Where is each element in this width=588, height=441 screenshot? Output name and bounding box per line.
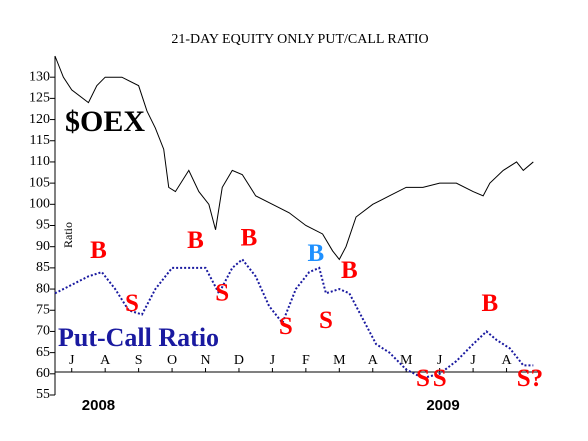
signal-label: B: [308, 240, 325, 267]
y-tick-label: 65: [36, 345, 50, 360]
y-tick-label: 55: [36, 387, 50, 402]
x-tick-label: M: [333, 353, 346, 368]
chart-title: 21-DAY EQUITY ONLY PUT/CALL RATIO: [171, 32, 428, 47]
y-tick-label: 80: [36, 281, 50, 296]
y-tick-label: 115: [30, 133, 50, 148]
y-tick-label: 70: [36, 324, 50, 339]
signal-label: S: [416, 365, 430, 392]
signal-label: S: [215, 280, 229, 307]
y-tick-label: 60: [36, 366, 50, 381]
legend-label: $OEX: [65, 105, 145, 138]
x-tick-label: A: [501, 353, 512, 368]
signal-label: S: [433, 365, 447, 392]
x-tick-label: J: [437, 353, 443, 368]
y-tick-label: 100: [29, 197, 50, 212]
y-tick-label: 105: [29, 175, 50, 190]
x-tick-label: M: [400, 353, 413, 368]
x-tick-label: F: [302, 353, 310, 368]
x-tick-label: J: [270, 353, 276, 368]
x-tick-label: J: [69, 353, 75, 368]
signal-label: B: [241, 225, 258, 252]
y-tick-label: 85: [36, 260, 50, 275]
x-tick-label: D: [234, 353, 244, 368]
y-tick-label: 90: [36, 239, 50, 254]
signal-label: B: [187, 227, 204, 254]
year-label: 2008: [82, 397, 115, 414]
x-tick-label: A: [368, 353, 379, 368]
signal-label: S?: [517, 365, 543, 392]
signal-label: S: [279, 313, 293, 340]
legend-label: Put-Call Ratio: [58, 323, 219, 352]
signal-label: B: [90, 237, 107, 264]
y-tick-label: 125: [29, 91, 50, 106]
y-tick-label: 120: [29, 112, 50, 127]
series-line: [54, 55, 534, 261]
signal-label: S: [125, 290, 139, 317]
year-label: 2009: [426, 397, 459, 414]
y-axis-label: Ratio: [61, 222, 75, 248]
x-tick-label: O: [167, 353, 177, 368]
x-tick-label: J: [470, 353, 476, 368]
x-tick-label: S: [135, 353, 143, 368]
y-tick-label: 95: [36, 218, 50, 233]
signal-label: B: [341, 257, 358, 284]
signal-label: S: [319, 307, 333, 334]
series-line: [54, 257, 534, 380]
signal-label: B: [481, 290, 498, 317]
x-tick-label: N: [200, 353, 210, 368]
y-tick-label: 130: [29, 69, 50, 84]
y-tick-label: 110: [30, 154, 50, 169]
x-tick-label: A: [100, 353, 111, 368]
y-tick-label: 75: [36, 302, 50, 317]
